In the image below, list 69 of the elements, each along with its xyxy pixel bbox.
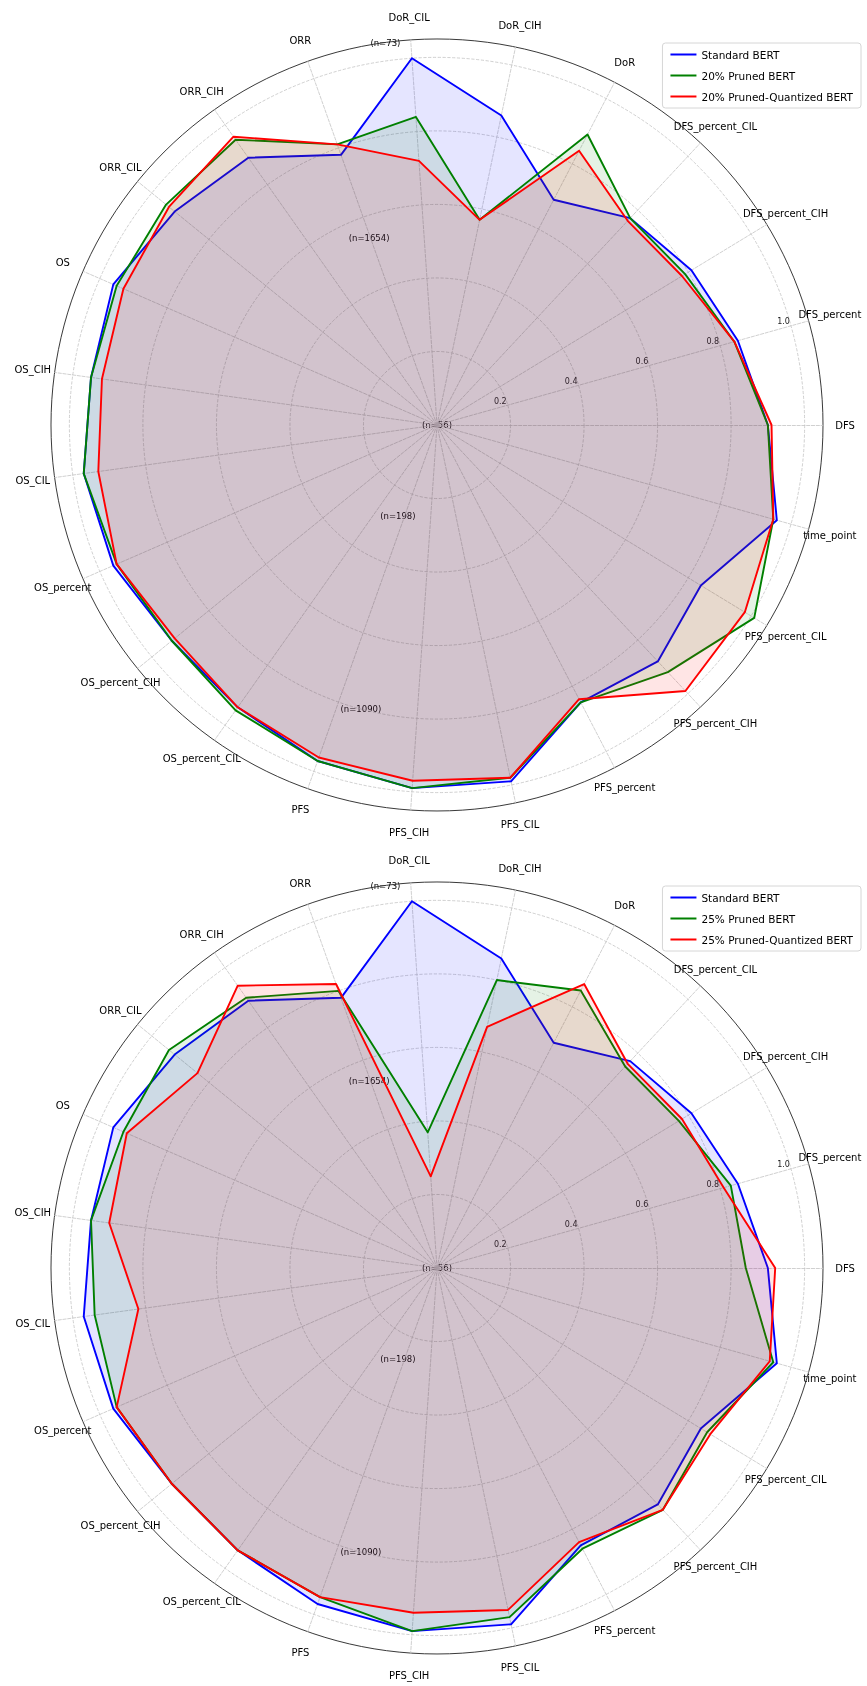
spoke-label: PFS_percent_CIL [744, 631, 827, 644]
spoke-label: PFS_CIH [388, 1669, 430, 1682]
y-tick-label: 0.6 [635, 1200, 649, 1210]
spoke-label: DFS [835, 1262, 855, 1274]
spoke-label: DFS_percent_CIH [742, 1050, 829, 1063]
spoke-label: PFS_CIL [500, 818, 540, 831]
y-tick-label: 1.0 [777, 1160, 790, 1170]
spoke-label: time_point [803, 529, 857, 542]
spoke-label: ORR_CIL [99, 162, 143, 175]
y-tick-label: 0.8 [706, 337, 720, 347]
spoke-label: PFS_CIH [388, 826, 430, 839]
spoke-label: PFS_percent [594, 781, 656, 794]
spoke-label: PFS_CIL [500, 1661, 540, 1674]
text: (n=56) [422, 420, 452, 430]
spoke-label: DoR [614, 57, 636, 69]
spoke-label: PFS [291, 1646, 310, 1658]
y-tick-label: 1.0 [777, 317, 790, 327]
text: (n=198) [380, 511, 416, 522]
spoke-label: PFS_percent_CIL [744, 1474, 827, 1487]
spoke-label: time_point [803, 1372, 857, 1385]
spoke-label: OS_CIH [14, 363, 52, 376]
spoke-label: OS [55, 256, 70, 268]
legend-label: 20% Pruned BERT [701, 69, 796, 82]
text: (n=1090) [340, 1547, 382, 1558]
legend-label: 20% Pruned-Quantized BERT [701, 90, 854, 103]
y-tick-label: 0.2 [493, 1239, 507, 1249]
text: (n=1654) [348, 233, 390, 244]
text: (n=1090) [340, 704, 382, 715]
spoke-label: PFS_percent [594, 1624, 656, 1637]
legend-label: 25% Pruned-Quantized BERT [701, 933, 854, 946]
text: (n=56) [422, 1263, 452, 1273]
spoke-label: DoR [614, 900, 636, 912]
spoke-label: OS_percent_CIL [162, 752, 242, 765]
spoke-label: PFS_percent_CIH [673, 1560, 758, 1573]
text: (n=198) [380, 1354, 416, 1365]
spoke-label: DoR_CIL [388, 12, 431, 25]
spoke-label: OS_percent [34, 582, 92, 595]
spoke-label: OS_CIL [15, 1318, 51, 1331]
y-tick-label: 0.2 [493, 396, 507, 406]
spoke-label: DoR_CIH [498, 20, 542, 33]
spoke-label: OS_CIL [15, 475, 51, 488]
text: (n=73) [370, 38, 401, 49]
spoke-label: DFS_percent [798, 1152, 862, 1165]
spoke-label: ORR [289, 35, 312, 47]
spoke-label: ORR_CIL [99, 1005, 143, 1018]
y-tick-label: 0.8 [706, 1180, 720, 1190]
text: (n=73) [370, 881, 401, 892]
spoke-label: ORR_CIH [179, 929, 224, 942]
legend-label: 25% Pruned BERT [701, 912, 796, 925]
spoke-label: DoR_CIL [388, 855, 431, 868]
spoke-label: OS_CIH [14, 1206, 52, 1219]
spoke-label: DFS_percent_CIL [673, 121, 758, 134]
spoke-label: OS_percent_CIL [162, 1595, 242, 1608]
spoke-label: DFS_percent_CIL [673, 964, 758, 977]
spoke-label: DFS_percent [798, 309, 862, 322]
y-tick-label: 0.6 [635, 357, 649, 367]
spoke-label: DoR_CIH [498, 863, 542, 876]
y-tick-label: 0.4 [564, 376, 578, 386]
spoke-label: PFS [291, 803, 310, 815]
spoke-label: PFS_percent_CIH [673, 717, 758, 730]
y-tick-label: 0.4 [564, 1219, 578, 1229]
spoke-label: ORR [289, 878, 312, 890]
legend-label: Standard BERT [701, 48, 780, 61]
legend-label: Standard BERT [701, 891, 780, 904]
spoke-label: OS_percent [34, 1425, 92, 1438]
spoke-label: DFS_percent_CIH [742, 207, 829, 220]
spoke-label: ORR_CIH [179, 86, 224, 99]
spoke-label: OS [55, 1099, 70, 1111]
spoke-label: DFS [835, 419, 855, 431]
